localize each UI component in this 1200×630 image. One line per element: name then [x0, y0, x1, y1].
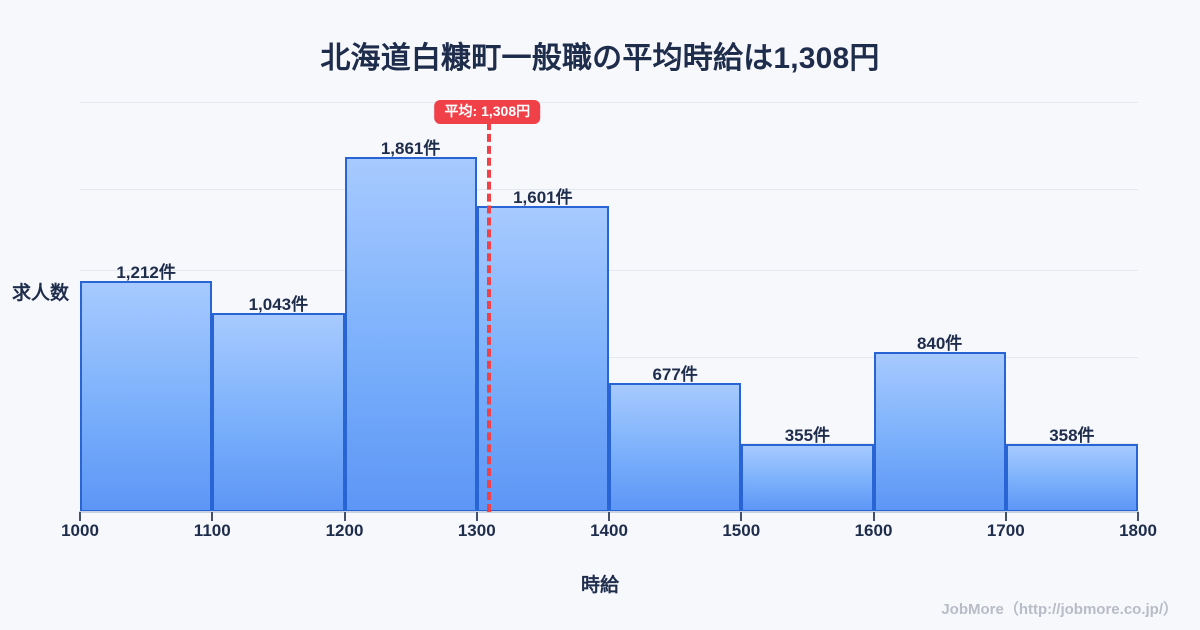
x-axis-tick — [211, 512, 214, 521]
bar[interactable] — [873, 351, 1006, 512]
x-axis-tick — [608, 512, 610, 521]
gridline — [80, 101, 1138, 103]
x-axis-tick-label: 1200 — [325, 521, 364, 540]
average-line — [487, 110, 492, 512]
bar-value-label: 355件 — [784, 426, 831, 446]
bar-value-label: 1,601件 — [513, 188, 573, 208]
gridline — [80, 189, 1138, 191]
x-axis-tick-label: 1800 — [1119, 521, 1157, 540]
bar[interactable] — [476, 206, 609, 512]
bar-value-label: 1,043件 — [248, 294, 309, 314]
bar[interactable] — [1005, 443, 1138, 512]
bar-value-label: 1,212件 — [116, 262, 176, 282]
x-axis-tick-label: 1400 — [590, 521, 628, 540]
bar-value-label: 1,861件 — [380, 138, 441, 158]
x-axis-tick — [79, 512, 81, 521]
plot-area: 1,212件 1,043件 1,861件 1,601件 677件 355件 840件 358件 — [79, 92, 1139, 513]
x-axis-tick — [1137, 512, 1139, 521]
x-axis-tick — [343, 512, 346, 521]
x-axis-tick-label: 1000 — [61, 521, 99, 540]
average-badge: 平均: 1,308円 — [434, 100, 541, 125]
x-axis-tick-label: 1100 — [193, 521, 231, 540]
gridline — [80, 269, 1138, 271]
watermark-credit: JobMore（http://jobmore.co.jp/） — [941, 601, 1178, 618]
x-axis-tick — [475, 512, 478, 521]
bar[interactable] — [80, 280, 213, 512]
bar[interactable] — [212, 312, 345, 512]
x-axis-title: 時給 — [580, 575, 619, 596]
bar[interactable] — [344, 156, 477, 512]
bar[interactable] — [741, 444, 874, 512]
x-axis-tick — [872, 512, 875, 521]
y-axis-title: 求人数 — [12, 283, 70, 304]
x-axis-tick-label: 1500 — [722, 521, 761, 540]
bar-value-label: 840件 — [916, 333, 963, 353]
gridline — [80, 357, 1138, 359]
x-axis-tick — [740, 512, 743, 521]
x-axis-tick-label: 1700 — [986, 521, 1025, 540]
x-axis-tick — [1004, 512, 1007, 521]
bar[interactable] — [609, 382, 742, 512]
bar-value-label: 677件 — [652, 364, 698, 384]
x-axis-tick-label: 1600 — [854, 521, 893, 540]
bar-value-label: 358件 — [1049, 425, 1095, 445]
chart-title: 北海道白糠町一般職の平均時給は1,308円 — [320, 42, 880, 75]
x-axis-tick-label: 1300 — [457, 521, 496, 540]
